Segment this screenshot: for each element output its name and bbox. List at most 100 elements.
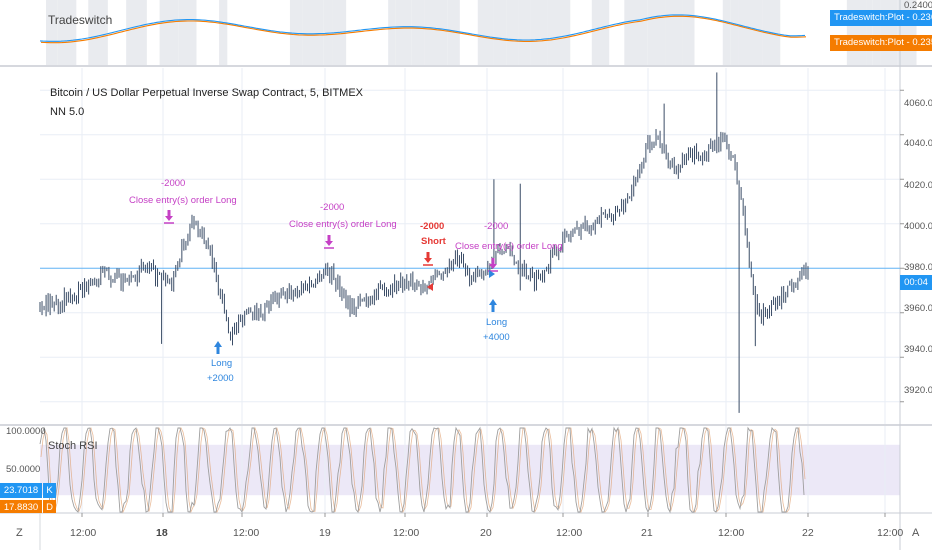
ts-band-17: [493, 0, 507, 65]
ts-band-25: [665, 0, 683, 65]
stoch-rsi-d-line: [40, 426, 806, 514]
order-4-text: Close entry(s) order Long: [455, 241, 563, 252]
rsi-tick-100: 100.0000: [6, 426, 46, 437]
stoch-rsi-k-line: [39, 426, 805, 514]
legend-value-2: 0.2351: [912, 37, 932, 48]
tradeswitch-legend-1: Tradeswitch:Plot - 0.2360: [830, 10, 932, 26]
ts-band-12: [395, 0, 412, 65]
rsi-d-badge: 17.8830 D: [0, 500, 58, 513]
price-tick-3920: 3920.0: [904, 385, 932, 396]
price-tick-4000: 4000.0: [904, 221, 932, 232]
order-3-arrow-head: [424, 258, 432, 263]
ts-band-9: [323, 0, 333, 65]
time-label-11: 12:00: [877, 527, 904, 539]
order-5-text: Long: [211, 358, 233, 369]
rsi-title: Stoch RSI: [48, 440, 98, 452]
order-4-arrow-stem: [491, 258, 495, 264]
legend-label-1: Tradeswitch:Plot: [834, 12, 904, 23]
tradeswitch-plots: [39, 14, 807, 44]
order-3-text: Short: [421, 236, 446, 247]
ts-band-23: [624, 0, 648, 65]
order-5-arrow-stem: [216, 347, 220, 354]
tradeswitch-legend-2: Tradeswitch:Plot - 0.2351: [830, 35, 932, 51]
time-label-9: 12:00: [718, 527, 745, 539]
order-2-arrow-stem: [327, 235, 331, 241]
order-1-arrow-stem: [167, 210, 171, 216]
order-2-qty: -2000: [320, 202, 345, 213]
order-6-entry-flag: [489, 270, 495, 278]
ts-band-32: [866, 0, 873, 65]
ts-band-3: [126, 0, 147, 65]
order-5-qty: +2000: [207, 373, 234, 384]
ts-band-11: [388, 0, 396, 65]
rsi-tick-50: 50.0000: [6, 464, 41, 475]
top-pane-title: Tradeswitch: [48, 13, 113, 27]
timeaxis-zoom-button[interactable]: Z: [16, 527, 23, 539]
ts-band-4: [159, 0, 179, 65]
ts-band-21: [547, 0, 571, 65]
legend-value-1: 0.2360: [912, 12, 932, 23]
order-3-entry-flag: [427, 283, 433, 291]
ts-band-16: [477, 0, 494, 65]
time-label-2: 18: [156, 527, 168, 539]
price-tick-4040: 4040.0: [904, 138, 932, 149]
legend-label-2: Tradeswitch:Plot: [834, 37, 904, 48]
timeaxis-auto-button[interactable]: A: [912, 527, 920, 539]
time-label-10: 22: [802, 527, 814, 539]
ts-band-27: [722, 0, 731, 65]
stoch-rsi-lines: [39, 426, 806, 514]
tradeswitch-plot-2: [40, 15, 807, 44]
top-price-tick: 0.2400: [904, 0, 932, 11]
current-price-label: 00:04: [900, 275, 932, 290]
order-4-arrow-head: [489, 264, 497, 269]
ts-band-20: [530, 0, 548, 65]
price-tick-4060: 4060.0: [904, 98, 932, 109]
ts-band-14: [424, 0, 448, 65]
axis-ticks: [81, 89, 904, 517]
order-1-text: Close entry(s) order Long: [129, 195, 237, 206]
ts-band-2: [88, 0, 108, 65]
ts-band-19: [518, 0, 531, 65]
ts-band-33: [872, 0, 881, 65]
time-axis[interactable]: [40, 514, 900, 550]
time-label-1: 12:00: [70, 527, 97, 539]
ts-band-28: [730, 0, 739, 65]
order-2-text: Close entry(s) order Long: [289, 219, 397, 230]
order-6-qty: +4000: [483, 332, 510, 343]
rsi-d-value: 17.8830: [0, 500, 42, 513]
tradeswitch-plot-1: [39, 14, 806, 42]
order-6-arrow-stem: [491, 305, 495, 312]
order-markers: [164, 210, 498, 354]
indicator-title: NN 5.0: [50, 106, 85, 118]
ts-band-26: [682, 0, 695, 65]
time-label-8: 21: [641, 527, 653, 539]
order-1-arrow-head: [165, 216, 173, 221]
time-label-7: 12:00: [556, 527, 583, 539]
ts-band-24: [647, 0, 666, 65]
time-label-6: 20: [480, 527, 492, 539]
order-1-qty: -2000: [161, 178, 186, 189]
ts-band-29: [738, 0, 763, 65]
ts-band-6: [219, 0, 228, 65]
time-label-3: 12:00: [233, 527, 260, 539]
order-3-qty: -2000: [420, 221, 445, 232]
ts-band-18: [506, 0, 519, 65]
rsi-d-label: D: [43, 500, 56, 513]
order-2-arrow-head: [325, 241, 333, 246]
order-6-text: Long: [486, 317, 508, 328]
order-6-arrow-head: [489, 299, 497, 305]
order-4-qty: -2000: [484, 221, 509, 232]
price-tick-3940: 3940.0: [904, 344, 932, 355]
ts-band-1: [57, 0, 77, 65]
order-3-arrow-stem: [426, 252, 430, 258]
price-tick-3960: 3960.0: [904, 303, 932, 314]
order-5-arrow-head: [214, 341, 222, 347]
ts-band-0: [46, 0, 58, 65]
ts-band-22: [591, 0, 610, 65]
rsi-k-label: K: [43, 483, 56, 498]
time-label-5: 12:00: [393, 527, 420, 539]
price-tick-3980: 3980.0: [904, 262, 932, 273]
main-chart-title: Bitcoin / US Dollar Perpetual Inverse Sw…: [50, 87, 364, 99]
ts-band-5: [178, 0, 197, 65]
